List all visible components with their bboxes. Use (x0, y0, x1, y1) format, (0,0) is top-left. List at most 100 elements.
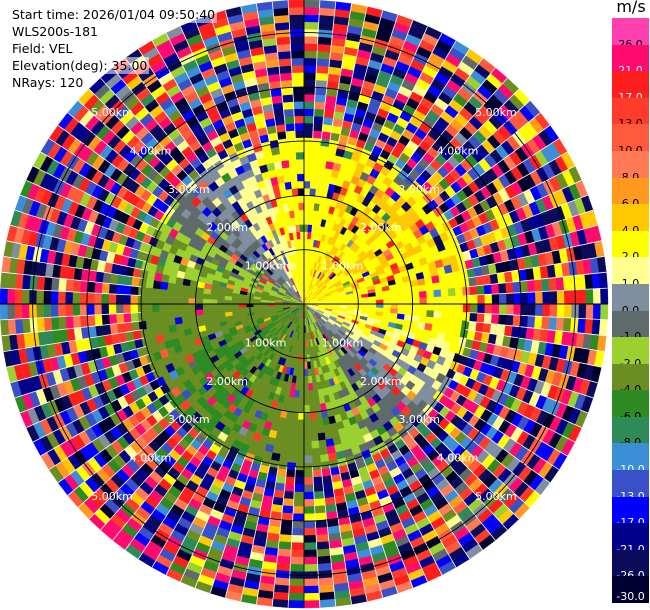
velocity-gate (209, 298, 218, 305)
velocity-gate (281, 439, 290, 449)
velocity-gate (303, 563, 319, 573)
velocity-gate (287, 454, 297, 464)
velocity-gate (440, 310, 449, 320)
velocity-gate (290, 549, 305, 558)
velocity-gate (6, 288, 16, 305)
velocity-gate (298, 390, 305, 399)
velocity-gate (284, 476, 296, 485)
velocity-gate (484, 293, 493, 305)
velocity-gate (321, 130, 332, 140)
velocity-gate (293, 390, 300, 399)
velocity-gate (0, 319, 10, 337)
velocity-gate (321, 468, 332, 478)
velocity-gate (145, 278, 155, 289)
velocity-gate (548, 277, 558, 292)
velocity-gate (390, 303, 399, 310)
velocity-gate (483, 284, 493, 295)
velocity-gate (303, 390, 310, 399)
velocity-gate (101, 282, 110, 295)
velocity-gate (303, 361, 308, 370)
velocity-gate (281, 505, 294, 514)
velocity-gate (468, 321, 478, 332)
velocity-gate (276, 555, 291, 565)
velocity-gate (389, 289, 398, 296)
velocity-gate (313, 396, 321, 406)
velocity-gate (276, 468, 287, 478)
velocity-gate (303, 448, 313, 457)
velocity-gate (291, 535, 305, 544)
velocity-gate (318, 577, 334, 587)
velocity-gate (151, 287, 161, 297)
velocity-gate (598, 271, 608, 289)
ray-separator (448, 377, 576, 443)
velocity-gate (491, 303, 500, 315)
velocity-gate (108, 313, 118, 325)
velocity-gate (0, 287, 8, 305)
velocity-gate (411, 309, 420, 317)
velocity-gate (303, 86, 316, 95)
velocity-gate (447, 311, 457, 321)
velocity-gate (159, 288, 168, 298)
velocity-gate (303, 216, 309, 225)
velocity-gate (412, 297, 421, 305)
velocity-gate (296, 441, 305, 450)
velocity-gate (115, 284, 125, 295)
velocity-gate (311, 151, 321, 161)
velocity-gate (303, 151, 313, 160)
velocity-gate (50, 316, 60, 331)
velocity-gate (209, 308, 218, 315)
ray-separator (399, 57, 484, 173)
velocity-gate (303, 419, 311, 428)
velocity-gate (303, 35, 319, 45)
velocity-gate (317, 36, 333, 46)
velocity-gate (455, 303, 464, 313)
velocity-gate (166, 282, 176, 291)
velocity-gate (290, 426, 298, 435)
velocity-gate (287, 447, 297, 457)
velocity-gate (195, 298, 204, 305)
velocity-gate (412, 303, 421, 311)
ray-separator (458, 209, 594, 255)
velocity-gate (173, 296, 182, 305)
velocity-gate (448, 295, 457, 305)
velocity-gate (130, 312, 139, 323)
velocity-gate (43, 303, 52, 318)
velocity-gate (584, 318, 594, 335)
velocity-gate (303, 187, 311, 196)
velocity-gate (57, 316, 67, 330)
ray-separator (461, 345, 598, 384)
velocity-gate (294, 477, 305, 486)
ray-separator (412, 77, 508, 184)
velocity-gate (535, 303, 544, 317)
velocity-gate (123, 312, 132, 324)
velocity-gate (308, 390, 315, 399)
velocity-gate (469, 303, 478, 314)
velocity-gate (468, 276, 478, 287)
velocity-gate (303, 433, 312, 442)
velocity-gate (202, 303, 211, 310)
velocity-gate (303, 491, 315, 500)
velocity-gate (541, 278, 551, 292)
velocity-gate (303, 368, 309, 377)
velocity-gate (188, 315, 198, 323)
ray-separator (463, 337, 602, 368)
ray-separator (312, 0, 321, 142)
velocity-gate (317, 166, 326, 176)
velocity-gate (195, 314, 205, 322)
velocity-gate (86, 303, 95, 316)
velocity-gate (57, 278, 67, 292)
velocity-gate (506, 303, 515, 316)
velocity-gate (318, 14, 335, 24)
velocity-gate (0, 271, 10, 289)
velocity-gate (556, 303, 565, 318)
velocity-gate (292, 506, 305, 515)
velocity-gate (182, 321, 191, 330)
velocity-gate (0, 303, 8, 321)
velocity-gate (315, 418, 324, 427)
velocity-gate (318, 584, 335, 594)
velocity-gate (303, 542, 318, 551)
velocity-gate (310, 159, 320, 168)
velocity-gate (440, 288, 449, 298)
velocity-gate (316, 425, 325, 434)
ray-separator (329, 3, 352, 144)
